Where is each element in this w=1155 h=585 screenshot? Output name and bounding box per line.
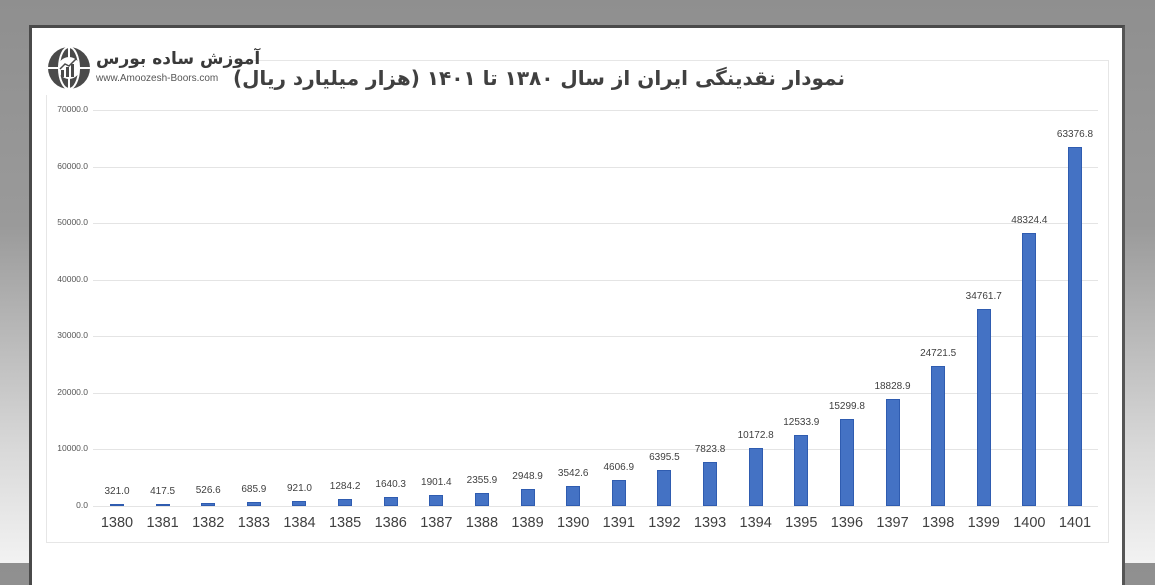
bar <box>657 469 672 506</box>
x-tick-label: 1393 <box>693 515 727 531</box>
bar <box>976 309 991 506</box>
x-tick-label: 1387 <box>420 515 453 531</box>
y-tick-label: 70000.0 <box>57 104 88 114</box>
bar <box>520 489 535 506</box>
x-tick-label: 1386 <box>374 515 407 531</box>
bar <box>155 503 170 506</box>
gridline <box>93 449 1098 451</box>
data-label: 4606.9 <box>603 461 635 473</box>
data-label: 321.0 <box>104 486 130 497</box>
data-label: 10172.8 <box>737 430 774 442</box>
x-tick-label: 1396 <box>830 515 864 531</box>
bar <box>474 492 489 506</box>
gridline <box>93 392 1098 394</box>
bar <box>383 496 398 506</box>
data-label: 1901.4 <box>421 477 452 489</box>
y-tick-label: 20000.0 <box>57 386 88 397</box>
bar <box>611 479 626 506</box>
x-tick-label: 1385 <box>328 515 362 531</box>
data-label: 2355.9 <box>466 474 498 486</box>
data-label: 685.9 <box>241 484 267 496</box>
bar <box>1068 147 1082 506</box>
data-label: 1284.2 <box>329 480 361 492</box>
y-tick-label: 60000.0 <box>57 160 88 171</box>
bar <box>338 498 353 506</box>
x-tick-label: 1391 <box>602 515 635 531</box>
x-tick-label: 1389 <box>511 515 544 531</box>
x-tick-label: 1381 <box>146 515 179 531</box>
gridline <box>93 110 1098 111</box>
data-label: 18828.9 <box>874 381 911 393</box>
bar <box>201 503 216 506</box>
logo-name: آموزش ساده بورس <box>96 49 261 69</box>
data-label: 3542.6 <box>557 467 589 479</box>
gridline <box>93 279 1098 281</box>
x-tick-label: 1397 <box>876 515 909 531</box>
x-tick-label: 1388 <box>465 515 499 531</box>
x-tick-label: 1383 <box>237 515 270 531</box>
data-label: 6395.5 <box>649 451 680 463</box>
bar <box>794 435 809 506</box>
x-tick-label: 1392 <box>648 515 681 531</box>
data-label: 63376.8 <box>1056 129 1094 141</box>
x-tick-label: 1398 <box>922 515 955 531</box>
x-tick-label: 1380 <box>100 515 134 531</box>
bar <box>566 485 581 506</box>
data-label: 417.5 <box>150 485 176 497</box>
x-tick-label: 1394 <box>739 515 772 531</box>
y-tick-label: 0.0 <box>76 500 88 510</box>
data-label: 24721.5 <box>920 348 957 360</box>
y-tick-label: 30000.0 <box>57 330 88 341</box>
x-tick-label: 1395 <box>785 515 818 531</box>
bar <box>429 495 444 506</box>
data-label: 1640.3 <box>375 478 406 490</box>
gridline <box>93 336 1098 338</box>
data-label: 48324.4 <box>1011 214 1048 226</box>
y-tick-label: 10000.0 <box>57 443 88 454</box>
data-label: 12533.9 <box>783 417 820 429</box>
bar <box>1022 232 1037 506</box>
bar <box>885 399 900 506</box>
logo: آموزش ساده بورس www.Amoozesh-Boors.com <box>46 45 260 95</box>
chart-area <box>46 60 1109 543</box>
chart-title: نمودار نقدینگی ایران از سال ۱۳۸۰ تا ۱۴۰۱… <box>232 66 845 90</box>
data-label: 2948.9 <box>512 471 543 483</box>
data-label: 7823.8 <box>694 443 726 455</box>
x-tick-label: 1382 <box>192 515 225 531</box>
bar <box>110 504 124 506</box>
data-label: 34761.7 <box>965 291 1002 303</box>
bar <box>748 448 763 506</box>
x-tick-label: 1384 <box>283 515 316 531</box>
bar <box>839 419 854 506</box>
bar <box>246 502 261 506</box>
x-tick-label: 1400 <box>1013 515 1046 531</box>
data-label: 15299.8 <box>828 401 865 413</box>
x-tick-label: 1390 <box>557 515 590 531</box>
x-tick-label: 1399 <box>967 515 1000 531</box>
logo-url: www.Amoozesh-Boors.com <box>96 73 219 84</box>
y-tick-label: 50000.0 <box>57 217 88 228</box>
gridline <box>93 506 1098 507</box>
gridline <box>93 223 1098 225</box>
gridline <box>93 166 1098 168</box>
data-label: 526.6 <box>195 485 221 497</box>
globe-chart-icon <box>48 46 90 90</box>
bar <box>931 366 946 506</box>
bar <box>292 500 307 506</box>
x-tick-label: 1401 <box>1058 515 1092 531</box>
data-label: 921.0 <box>286 482 312 494</box>
bar <box>703 461 718 506</box>
y-tick-label: 40000.0 <box>57 273 88 284</box>
